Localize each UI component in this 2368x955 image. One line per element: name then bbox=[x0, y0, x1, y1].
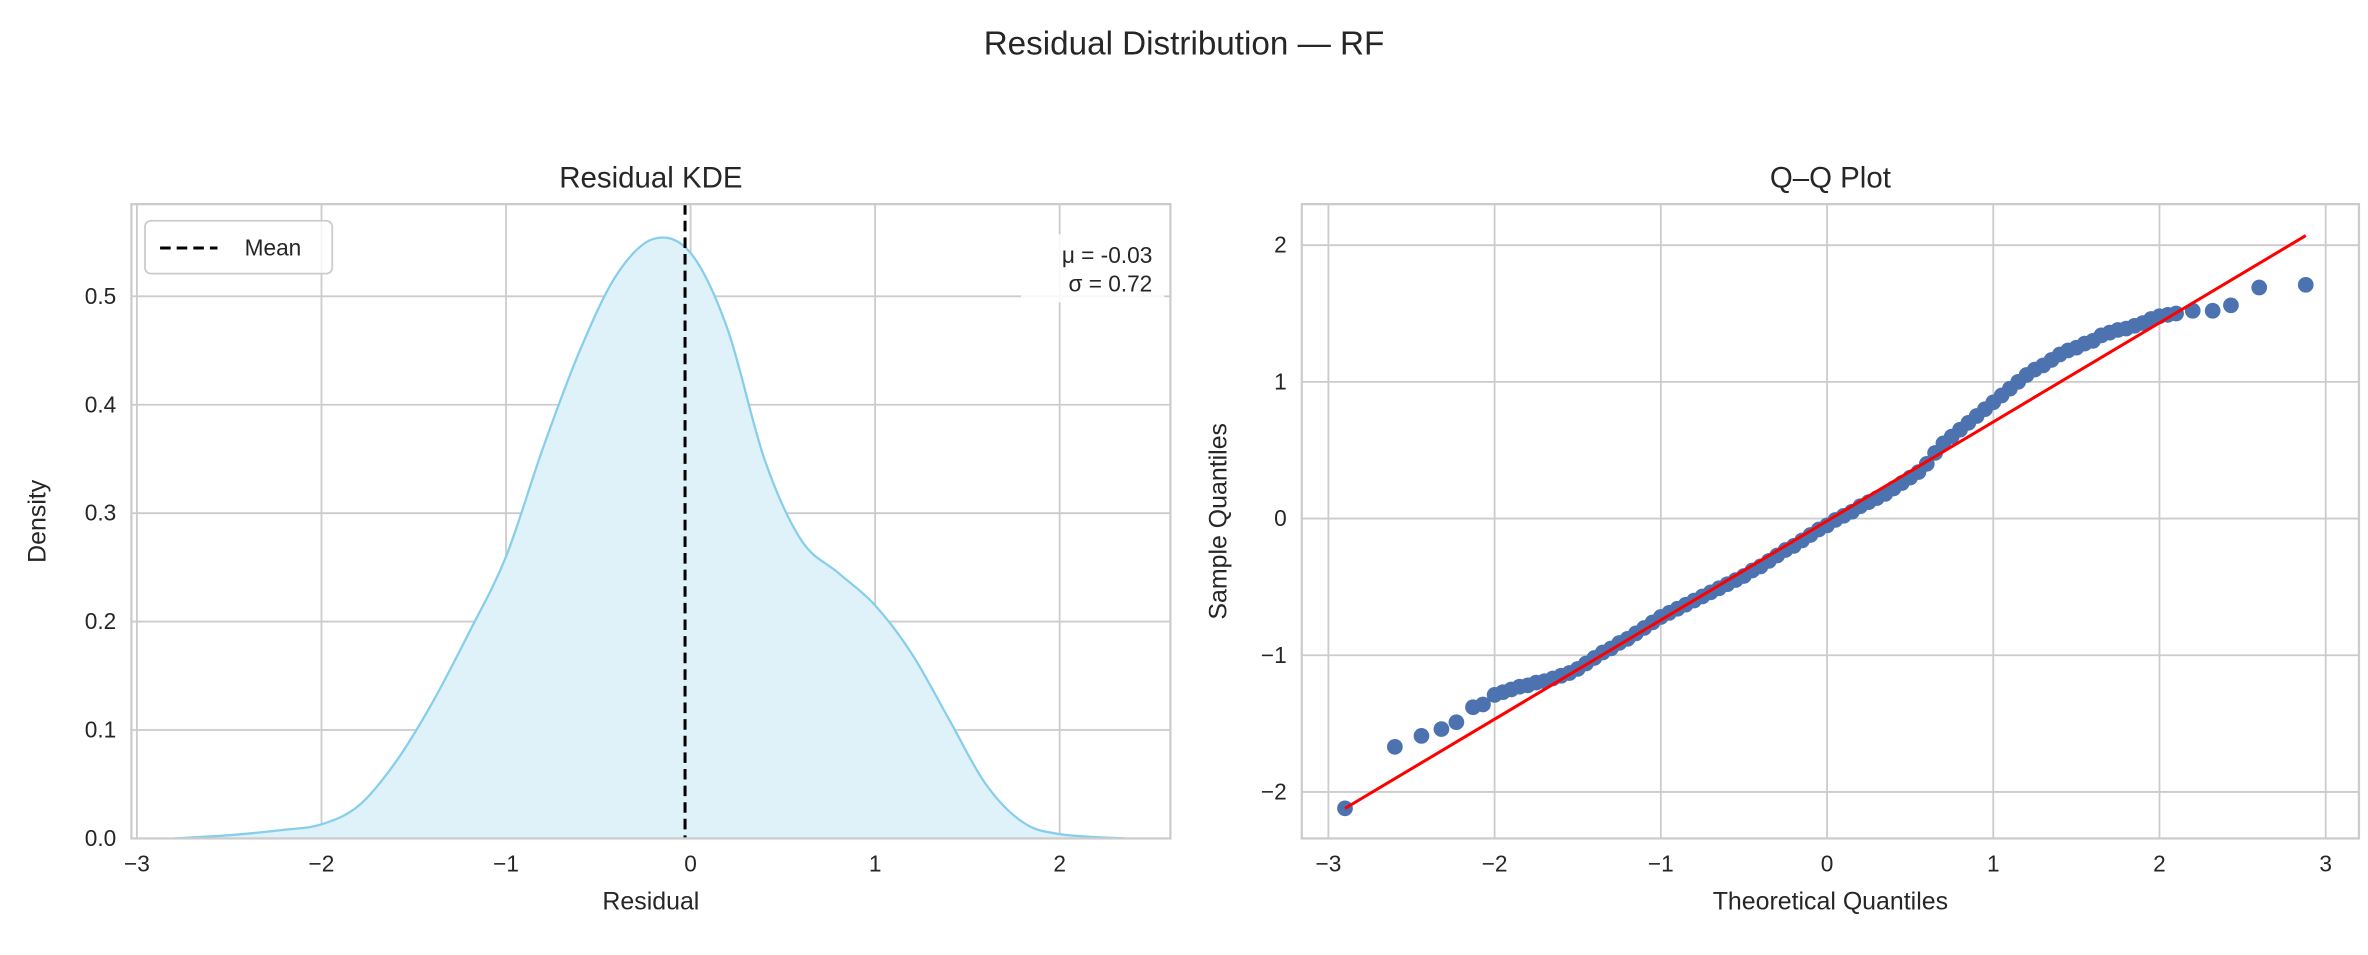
qq-point bbox=[1387, 738, 1403, 755]
qq-point bbox=[1433, 721, 1450, 737]
qq-point bbox=[1413, 728, 1430, 744]
y-tick-label: 0.1 bbox=[85, 717, 116, 743]
x-tick-label: −2 bbox=[1482, 851, 1508, 877]
qq-point bbox=[2297, 276, 2314, 293]
qq-point bbox=[2251, 279, 2268, 296]
y-tick-label: 0 bbox=[1274, 505, 1287, 531]
qq-ylabel: Sample Quantiles bbox=[1204, 423, 1232, 620]
x-tick-label: 0 bbox=[684, 851, 697, 877]
qq-panel: Q–Q Plot −3 −2 −1 0 1 2 3 −2 −1 0 1 2 Theoretical Q… bbox=[1204, 162, 2361, 915]
kde-legend: Mean bbox=[144, 219, 334, 275]
kde-panel: Residual KDE −3 −2 −1 0 1 2 0.0 0.1 0.2 0.3 0.4 0.5… bbox=[23, 162, 1172, 915]
kde-tick-labels: −3 −2 −1 0 1 2 0.0 0.1 0.2 0.3 0.4 0.5 bbox=[85, 283, 1066, 877]
y-tick-label: 0.4 bbox=[85, 391, 116, 417]
x-tick-label: −3 bbox=[1315, 851, 1341, 877]
qq-point bbox=[2204, 302, 2221, 319]
y-tick-label: 2 bbox=[1274, 232, 1287, 258]
kde-curve bbox=[173, 236, 1125, 840]
stats-mean: μ = -0.03 bbox=[1062, 242, 1152, 268]
y-tick-label: −1 bbox=[1261, 642, 1287, 668]
kde-title: Residual KDE bbox=[559, 162, 742, 195]
kde-xlabel: Residual bbox=[602, 887, 699, 915]
x-tick-label: 2 bbox=[1053, 851, 1066, 877]
qq-title: Q–Q Plot bbox=[1770, 162, 1891, 195]
qq-reference-line bbox=[1344, 234, 2307, 810]
y-tick-label: 0.2 bbox=[85, 608, 116, 634]
x-tick-label: −1 bbox=[493, 851, 519, 877]
y-tick-label: 0.0 bbox=[85, 825, 116, 851]
x-tick-label: 3 bbox=[2319, 851, 2332, 877]
y-tick-label: −2 bbox=[1261, 779, 1287, 805]
stats-annotation: μ = -0.03 σ = 0.72 bbox=[1020, 234, 1165, 303]
kde-spines bbox=[130, 203, 1172, 840]
x-tick-label: 1 bbox=[869, 851, 882, 877]
x-tick-label: −3 bbox=[124, 851, 150, 877]
x-tick-label: 1 bbox=[1987, 851, 2000, 877]
x-tick-label: 0 bbox=[1821, 851, 1834, 877]
legend-box bbox=[144, 219, 334, 275]
stats-box bbox=[1020, 234, 1165, 303]
qq-tick-labels: −3 −2 −1 0 1 2 3 −2 −1 0 1 2 bbox=[1261, 232, 2332, 877]
x-tick-label: −2 bbox=[309, 851, 335, 877]
stats-std: σ = 0.72 bbox=[1068, 271, 1152, 297]
qq-xlabel: Theoretical Quantiles bbox=[1713, 887, 1948, 915]
y-tick-label: 0.5 bbox=[85, 283, 116, 309]
kde-ylabel: Density bbox=[23, 479, 51, 563]
figure-suptitle: Residual Distribution — RF bbox=[984, 26, 1385, 63]
x-tick-label: −1 bbox=[1648, 851, 1674, 877]
qq-point bbox=[1448, 714, 1465, 731]
kde-area-fill bbox=[173, 237, 1125, 839]
x-tick-label: 2 bbox=[2153, 851, 2166, 877]
y-tick-label: 0.3 bbox=[85, 500, 116, 526]
qq-point bbox=[2223, 297, 2239, 314]
qq-points bbox=[1337, 276, 2314, 817]
y-tick-label: 1 bbox=[1274, 368, 1287, 394]
qq-spines bbox=[1300, 203, 2361, 840]
legend-label-mean: Mean bbox=[245, 235, 302, 261]
qq-point bbox=[1475, 696, 1491, 713]
